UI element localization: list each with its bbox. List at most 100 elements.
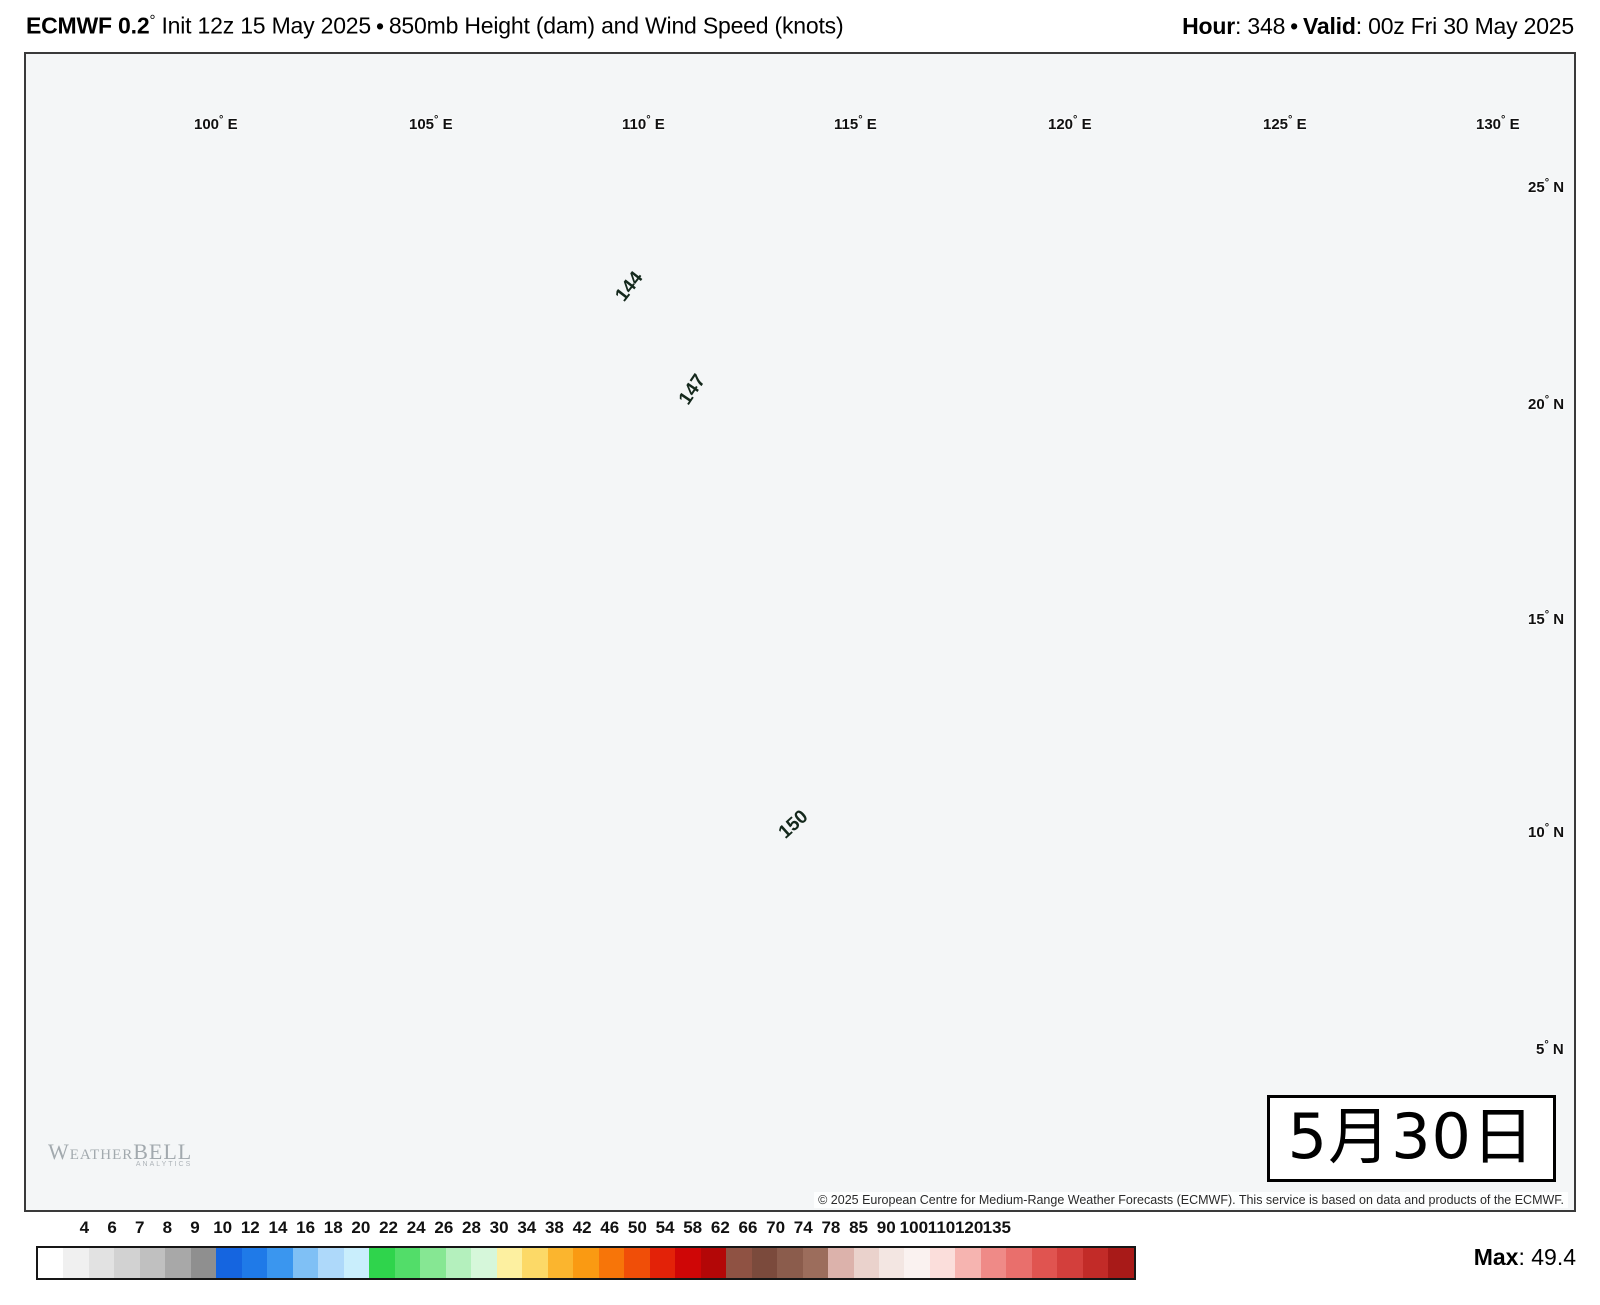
colorbar-tick: 135 xyxy=(982,1218,1011,1237)
max-value-text: 49.4 xyxy=(1531,1244,1576,1270)
colorbar-swatch xyxy=(802,1248,829,1278)
colorbar-swatches xyxy=(36,1246,1136,1280)
field-description: 850mb Height (dam) and Wind Speed (knots… xyxy=(388,12,844,39)
valid-label: Valid xyxy=(1303,12,1356,39)
colorbar-tick: 100 xyxy=(899,1218,929,1237)
colorbar-tick: 62 xyxy=(710,1218,730,1237)
colorbar-tick: 14 xyxy=(268,1218,288,1237)
wind-speed-field-canvas xyxy=(26,54,1574,1210)
header-separator-2: • xyxy=(1290,12,1299,39)
colorbar-swatch xyxy=(700,1248,727,1278)
date-caption-box: 5月30日 xyxy=(1266,1094,1556,1182)
colorbar-swatch xyxy=(853,1248,879,1278)
colorbar-swatch xyxy=(114,1248,140,1278)
colorbar-swatch xyxy=(88,1248,115,1278)
colorbar-swatch xyxy=(777,1248,803,1278)
colorbar-swatch xyxy=(241,1248,268,1278)
hour-label: Hour xyxy=(1182,12,1235,39)
colorbar-tick: 18 xyxy=(323,1218,343,1237)
colorbar-swatch xyxy=(343,1248,370,1278)
colorbar-swatch xyxy=(649,1248,676,1278)
colorbar-swatch xyxy=(624,1248,650,1278)
copyright-notice: © 2025 European Centre for Medium-Range … xyxy=(814,1192,1568,1208)
colorbar-swatch xyxy=(318,1248,344,1278)
colorbar-swatch xyxy=(929,1248,956,1278)
colorbar-tick: 8 xyxy=(162,1218,173,1237)
degree-symbol: ° xyxy=(149,12,156,30)
colorbar-tick: 6 xyxy=(107,1218,117,1237)
colorbar-tick: 24 xyxy=(406,1218,426,1237)
colorbar-swatch xyxy=(1006,1248,1032,1278)
colorbar-swatch xyxy=(547,1248,574,1278)
colorbar-swatch xyxy=(38,1248,64,1278)
map-header: ECMWF 0.2° Init 12z 15 May 2025 • 850mb He… xyxy=(0,0,1600,52)
colorbar-swatch xyxy=(139,1248,166,1278)
colorbar-tick: 85 xyxy=(849,1218,869,1237)
colorbar-tick: 70 xyxy=(766,1218,786,1237)
colorbar-swatch xyxy=(598,1248,625,1278)
colorbar-swatch xyxy=(522,1248,548,1278)
header-right-validity: Hour: 348 • Valid: 00z Fri 30 May 2025 xyxy=(1182,12,1574,39)
colorbar-swatch xyxy=(1108,1248,1134,1278)
colorbar-swatch xyxy=(980,1248,1007,1278)
colorbar-swatch xyxy=(63,1248,89,1278)
colorbar-legend: 4 6 7 8 9 10 12 14 16 18 20 22 24 26 28 30 34 38 42 46 50 54 5… xyxy=(0,1218,1600,1305)
colorbar-tick: 9 xyxy=(190,1218,200,1237)
colorbar-tick-labels: 4 6 7 8 9 10 12 14 16 18 20 22 24 26 28 30 34 38 42 46 50 54 5… xyxy=(36,1218,1136,1244)
colorbar-tick: 30 xyxy=(489,1218,509,1237)
colorbar-tick: 28 xyxy=(462,1218,481,1237)
colorbar-swatch xyxy=(828,1248,854,1278)
colorbar-tick: 74 xyxy=(793,1218,813,1237)
colorbar-swatch xyxy=(904,1248,930,1278)
colorbar-swatch xyxy=(1031,1248,1058,1278)
forecast-map[interactable]: 100° E 105° E 110° E 115° E 120° E 125° E 130°… xyxy=(24,52,1576,1212)
colorbar-tick: 22 xyxy=(379,1218,399,1237)
map-overlay-vectors xyxy=(26,54,1574,1210)
colorbar-swatch xyxy=(165,1248,191,1278)
valid-value: 00z Fri 30 May 2025 xyxy=(1368,12,1574,39)
colorbar-swatch xyxy=(955,1248,981,1278)
colorbar-tick: 12 xyxy=(240,1218,260,1237)
max-value-label: Max: 49.4 xyxy=(1473,1244,1576,1270)
colorbar-swatch xyxy=(496,1248,523,1278)
colorbar-tick: 78 xyxy=(821,1218,841,1237)
colorbar-tick: 54 xyxy=(655,1218,675,1237)
colorbar-tick: 20 xyxy=(351,1218,371,1237)
colorbar-tick: 7 xyxy=(134,1218,145,1237)
colorbar-swatch xyxy=(216,1248,242,1278)
colorbar-tick: 120 xyxy=(954,1218,984,1237)
colorbar-tick: 4 xyxy=(79,1218,90,1237)
colorbar-tick: 16 xyxy=(296,1218,316,1237)
colorbar-swatch xyxy=(675,1248,701,1278)
header-separator-1: • xyxy=(375,12,384,39)
colorbar-swatch xyxy=(726,1248,752,1278)
colorbar-swatch xyxy=(445,1248,472,1278)
colorbar-swatch xyxy=(1082,1248,1109,1278)
hour-value: 348 xyxy=(1247,12,1286,39)
colorbar-tick: 42 xyxy=(572,1218,592,1237)
colorbar-tick: 58 xyxy=(683,1218,703,1237)
colorbar-swatch xyxy=(190,1248,217,1278)
colorbar-swatch xyxy=(751,1248,778,1278)
colorbar-tick: 10 xyxy=(213,1218,233,1237)
colorbar-swatch xyxy=(878,1248,905,1278)
colorbar-tick: 66 xyxy=(738,1218,758,1237)
colorbar-tick: 50 xyxy=(627,1218,647,1237)
colorbar-swatch xyxy=(394,1248,421,1278)
colorbar-swatch xyxy=(420,1248,446,1278)
header-left-title: ECMWF 0.2° Init 12z 15 May 2025 • 850mb He… xyxy=(26,12,844,40)
max-label-text: Max xyxy=(1473,1244,1519,1270)
model-name: ECMWF 0.2 xyxy=(26,12,150,39)
colorbar-swatch xyxy=(267,1248,293,1278)
init-time: Init 12z 15 May 2025 xyxy=(161,12,371,39)
colorbar-tick: 90 xyxy=(876,1218,896,1237)
colorbar-tick: 38 xyxy=(544,1218,564,1237)
colorbar-tick: 34 xyxy=(517,1218,537,1237)
colorbar-swatch xyxy=(292,1248,319,1278)
colorbar-tick: 26 xyxy=(434,1218,454,1237)
colorbar-tick: 46 xyxy=(600,1218,620,1237)
colorbar-swatch xyxy=(471,1248,497,1278)
colorbar-swatch xyxy=(1057,1248,1083,1278)
colorbar-swatch xyxy=(369,1248,395,1278)
